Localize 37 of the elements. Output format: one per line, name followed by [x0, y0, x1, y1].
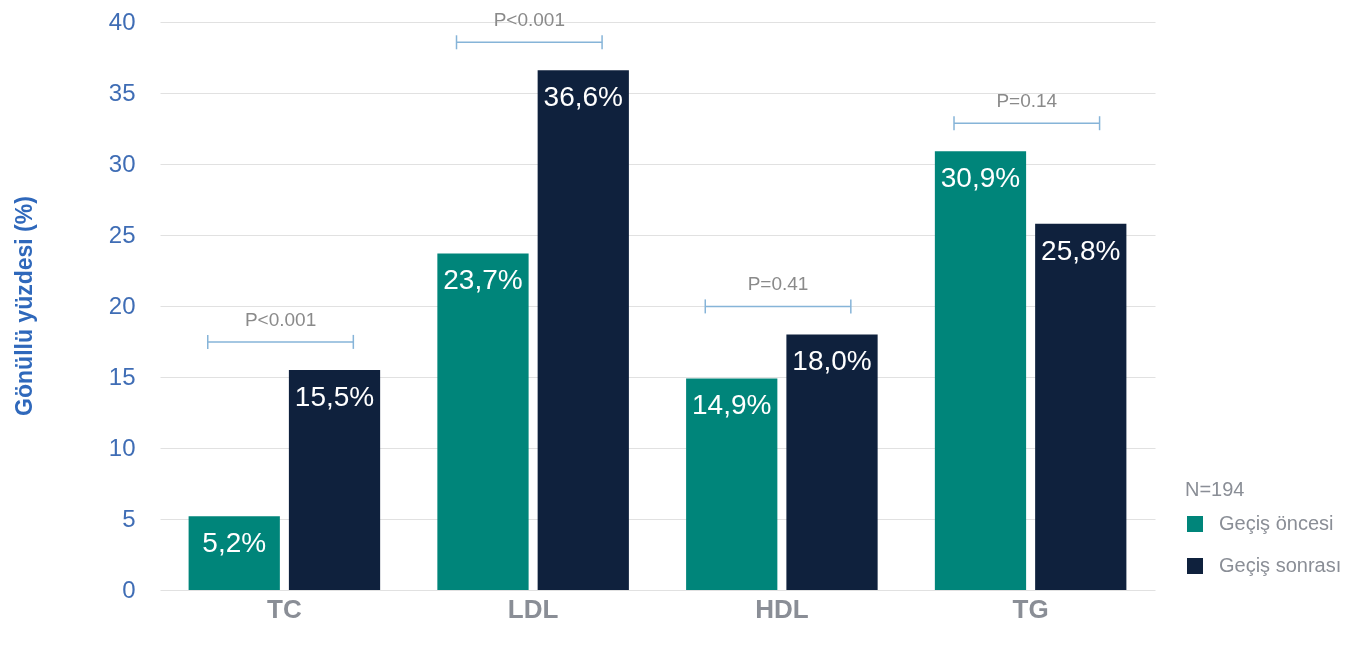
bar: [686, 378, 778, 590]
bar: [786, 334, 878, 590]
y-tick-label: 20: [108, 291, 136, 319]
y-tick-label: 35: [108, 78, 136, 106]
data-label: 36,6%: [543, 81, 623, 113]
y-tick-label: 40: [108, 7, 136, 35]
x-tick-label: TC: [267, 593, 302, 624]
annotation: P=0.41: [747, 273, 809, 295]
y-tick-label: 5: [122, 504, 136, 532]
bar: [288, 369, 381, 590]
x-tick-label: TG: [1012, 593, 1049, 624]
data-label: 25,8%: [1041, 234, 1121, 266]
annotation: P<0.001: [493, 9, 565, 31]
bar: [934, 151, 1027, 590]
y-tick-label: 10: [108, 433, 136, 461]
annotation: P=0.14: [996, 90, 1058, 112]
legend-label: Geçiş sonrası: [1219, 554, 1342, 576]
data-label: 18,0%: [792, 345, 872, 377]
y-tick-label: 15: [108, 362, 136, 390]
bar: [537, 70, 629, 590]
data-label: 15,5%: [294, 380, 375, 412]
legend-label: Geçiş öncesi: [1219, 512, 1334, 534]
bar: [188, 516, 280, 590]
x-tick-label: HDL: [755, 593, 809, 624]
data-label: 30,9%: [940, 162, 1021, 194]
legend-title: N=194: [1185, 478, 1245, 500]
y-tick-label: 30: [108, 149, 136, 177]
y-tick-label: 25: [108, 220, 136, 248]
annotation: P<0.001: [244, 308, 317, 330]
x-tick-label: LDL: [507, 593, 559, 624]
y-tick-label: 0: [122, 575, 136, 603]
data-label: 5,2%: [202, 527, 267, 559]
data-label: 23,7%: [443, 264, 523, 296]
data-label: 14,9%: [692, 389, 772, 421]
bar: [437, 253, 529, 590]
y-axis-title: Gönüllü yüzdesi (%): [11, 196, 37, 416]
bar: [1035, 223, 1127, 590]
